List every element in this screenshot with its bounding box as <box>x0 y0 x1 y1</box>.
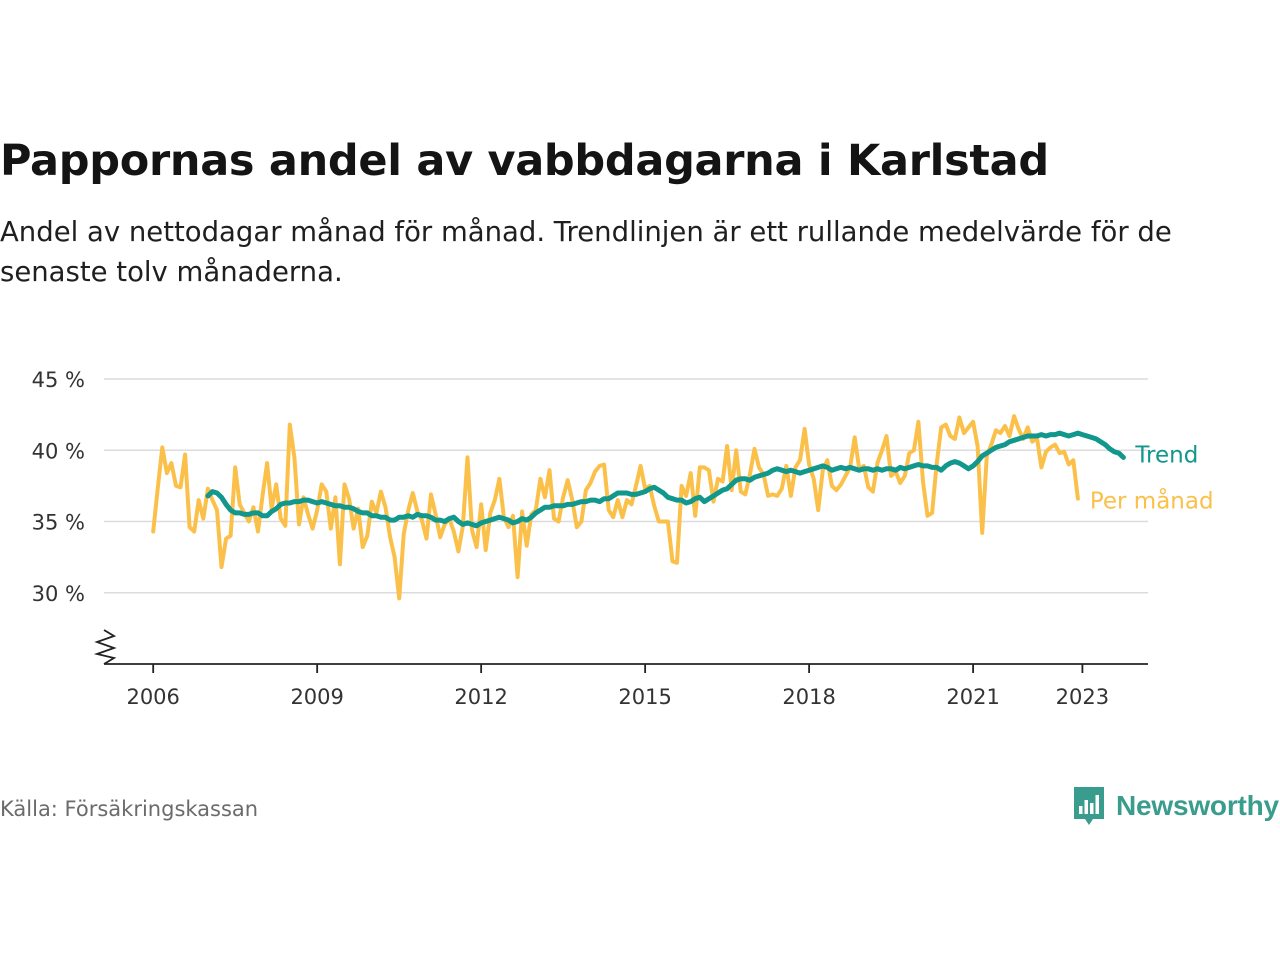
legend-label-per-manad: Per månad <box>1090 487 1214 515</box>
x-tick-label: 2009 <box>290 685 343 709</box>
brand-name: Newsworthy <box>1116 790 1279 821</box>
y-tick-label: 30 % <box>32 582 85 606</box>
series-lines <box>151 414 1126 601</box>
gridlines <box>104 378 1148 594</box>
axis-break-icon <box>93 629 117 665</box>
y-tick-label: 40 % <box>32 439 85 463</box>
line-chart: 30 % 35 % 40 % 45 % 2006 2009 2012 2015 2018 202… <box>32 368 1214 709</box>
x-axis-ticks: 2006 2009 2012 2015 2018 2021 2023 <box>126 664 1109 709</box>
inline-legend: Per månad Trend <box>1090 442 1214 514</box>
chart-title: Pappornas andel av vabbdagarna i Karlsta… <box>0 136 1049 186</box>
legend-label-trend: Trend <box>1134 442 1198 468</box>
x-tick-label: 2021 <box>946 685 999 709</box>
newsworthy-logo-icon <box>1074 787 1104 825</box>
y-tick-label: 45 % <box>32 368 85 392</box>
trend-line <box>205 430 1126 529</box>
chart-subtitle: Andel av nettodagar månad för månad. Tre… <box>0 216 1172 288</box>
x-tick-label: 2012 <box>454 685 507 709</box>
y-tick-label: 35 % <box>32 511 85 535</box>
x-tick-label: 2018 <box>782 685 835 709</box>
source-note: Källa: Försäkringskassan <box>0 797 259 821</box>
x-tick-label: 2015 <box>618 685 671 709</box>
x-tick-label: 2023 <box>1056 685 1109 709</box>
y-axis-ticks: 30 % 35 % 40 % 45 % <box>32 368 85 606</box>
x-axis <box>93 629 1148 665</box>
x-tick-label: 2006 <box>126 685 179 709</box>
monthly-line <box>151 414 1080 601</box>
newsworthy-brand: Newsworthy <box>1072 784 1279 828</box>
